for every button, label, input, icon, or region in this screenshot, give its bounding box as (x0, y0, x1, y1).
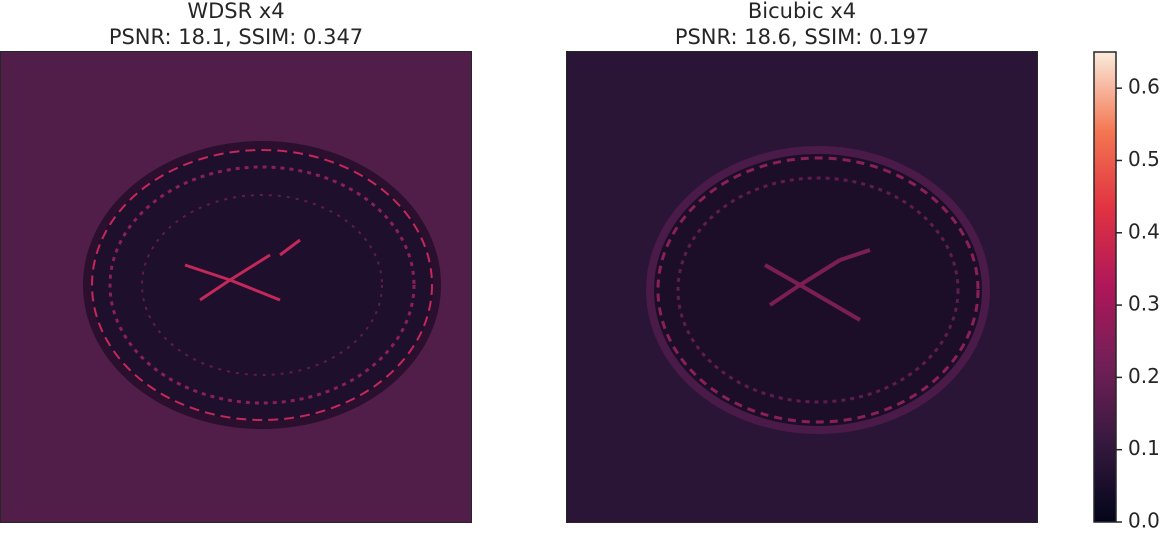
tick-label: 0.3 (1128, 292, 1160, 316)
panel-title: WDSR x4 (187, 0, 284, 23)
tick-label: 0.2 (1128, 364, 1160, 388)
panel-title: Bicubic x4 (748, 0, 856, 23)
heatmap-image (0, 51, 472, 523)
tick-label: 0.0 (1128, 509, 1160, 533)
heatmap-image (566, 51, 1038, 523)
tick-label: 0.6 (1128, 75, 1160, 99)
tick-label: 0.1 (1128, 436, 1160, 460)
panel-subtitle: PSNR: 18.6, SSIM: 0.197 (675, 25, 929, 49)
colorbar (1093, 51, 1117, 523)
colorbar-ticks: 0.0 0.1 0.2 0.3 0.4 0.5 0.6 (1116, 75, 1160, 533)
panel-subtitle: PSNR: 18.1, SSIM: 0.347 (109, 25, 363, 49)
tick-label: 0.4 (1128, 219, 1160, 243)
tick-label: 0.5 (1128, 147, 1160, 171)
